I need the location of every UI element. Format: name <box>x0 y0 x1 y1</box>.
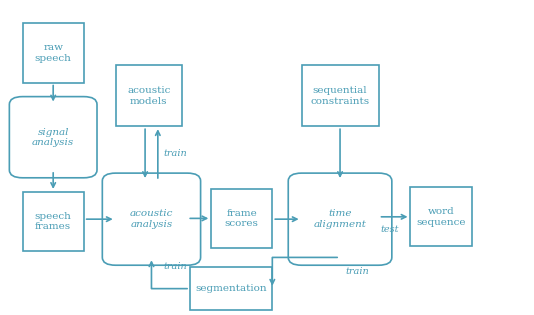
Text: time
alignment: time alignment <box>313 209 366 229</box>
Text: train: train <box>345 267 369 276</box>
Text: signal
analysis: signal analysis <box>32 128 74 147</box>
FancyArrowPatch shape <box>149 262 187 289</box>
Text: acoustic
models: acoustic models <box>127 86 170 106</box>
FancyBboxPatch shape <box>115 66 182 126</box>
Text: train: train <box>163 149 187 158</box>
FancyBboxPatch shape <box>211 189 272 248</box>
Text: word
sequence: word sequence <box>416 207 466 226</box>
FancyBboxPatch shape <box>190 267 272 311</box>
FancyBboxPatch shape <box>22 192 84 251</box>
Text: frame
scores: frame scores <box>225 209 258 228</box>
FancyBboxPatch shape <box>411 187 472 246</box>
FancyBboxPatch shape <box>22 23 84 83</box>
FancyBboxPatch shape <box>302 66 379 126</box>
Text: speech
frames: speech frames <box>35 212 72 231</box>
Text: train: train <box>163 262 187 271</box>
FancyBboxPatch shape <box>288 173 392 265</box>
FancyArrowPatch shape <box>270 257 337 284</box>
FancyBboxPatch shape <box>103 173 201 265</box>
Text: segmentation: segmentation <box>195 284 267 293</box>
Text: raw
speech: raw speech <box>35 43 72 63</box>
FancyBboxPatch shape <box>10 97 97 178</box>
Text: sequential
constraints: sequential constraints <box>310 86 370 106</box>
Text: test: test <box>380 225 399 234</box>
Text: acoustic
analysis: acoustic analysis <box>130 209 173 229</box>
